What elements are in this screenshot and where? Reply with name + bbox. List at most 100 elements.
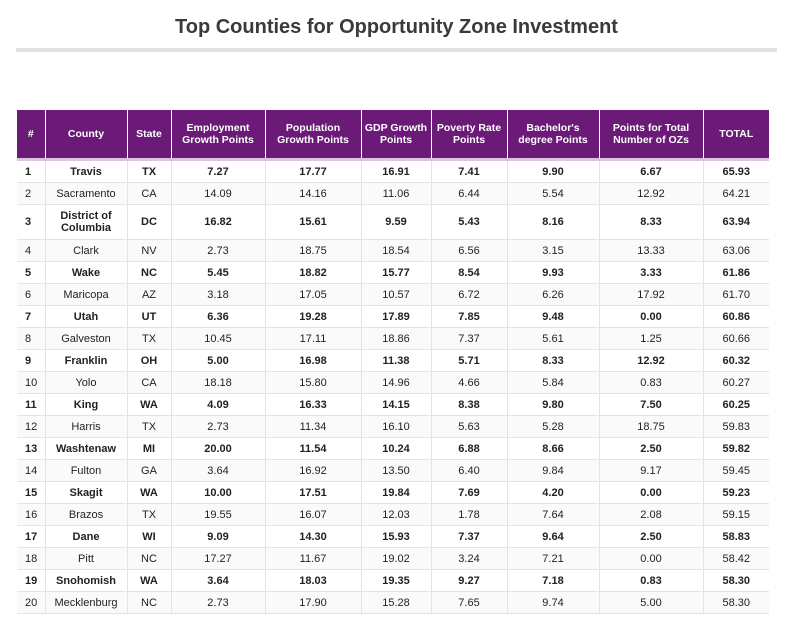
table-cell: 11.06 xyxy=(361,182,432,205)
table-cell: WI xyxy=(127,525,172,548)
table-cell: TX xyxy=(127,159,172,183)
table-cell: Galveston xyxy=(45,327,128,350)
table-row: 16 Brazos TX 19.55 16.07 12.03 1.78 7.64 2.08 59.… xyxy=(17,503,769,526)
table-cell: 8.54 xyxy=(431,261,508,284)
table-row: 8 Galveston TX 10.45 17.11 18.86 7.37 5.61 1.25 6… xyxy=(17,327,769,350)
table-cell: 20.00 xyxy=(171,437,266,460)
table-cell: 13.33 xyxy=(599,239,704,262)
table-cell: 9.84 xyxy=(507,459,600,482)
table-cell: 8.66 xyxy=(507,437,600,460)
table-cell: 60.27 xyxy=(703,371,769,394)
table-cell: 5.71 xyxy=(431,349,508,372)
table-cell: Dane xyxy=(45,525,128,548)
table-cell: 58.30 xyxy=(703,569,769,592)
table-cell: 15.77 xyxy=(361,261,432,284)
table-cell: DC xyxy=(127,204,172,240)
table-cell: 5.63 xyxy=(431,415,508,438)
table-cell: 63.06 xyxy=(703,239,769,262)
table-body: 1 Travis TX 7.27 17.77 16.91 7.41 9.90 6.67 65.93… xyxy=(17,159,769,614)
table-cell: 61.70 xyxy=(703,283,769,306)
table-cell: Maricopa xyxy=(45,283,128,306)
table-row: 3 District of Columbia DC 16.82 15.61 9.59 5.4… xyxy=(17,204,769,240)
table-cell: 6.40 xyxy=(431,459,508,482)
table-row: 7 Utah UT 6.36 19.28 17.89 7.85 9.48 0.00 60.86 xyxy=(17,305,769,328)
table-cell: CA xyxy=(127,371,172,394)
table-cell: 5.00 xyxy=(599,591,704,614)
table-cell: 59.23 xyxy=(703,481,769,504)
table-cell: 7.18 xyxy=(507,569,600,592)
table-cell: 0.83 xyxy=(599,569,704,592)
column-header: Employment Growth Points xyxy=(171,110,266,161)
table-cell: 3.15 xyxy=(507,239,600,262)
table-cell: Skagit xyxy=(45,481,128,504)
table-cell: 10.57 xyxy=(361,283,432,306)
table-cell: 19.02 xyxy=(361,547,432,570)
title-divider xyxy=(16,48,777,52)
table-cell: 65.93 xyxy=(703,159,769,183)
table-cell: TX xyxy=(127,415,172,438)
table-cell: 7.50 xyxy=(599,393,704,416)
table-cell: 1.25 xyxy=(599,327,704,350)
table-cell: 7 xyxy=(17,305,46,328)
table-cell: UT xyxy=(127,305,172,328)
table-row: 20 Mecklenburg NC 2.73 17.90 15.28 7.65 9.74 5.0… xyxy=(17,591,769,614)
table-cell: 3.64 xyxy=(171,569,266,592)
table-cell: Utah xyxy=(45,305,128,328)
table-cell: CA xyxy=(127,182,172,205)
table-cell: 3.24 xyxy=(431,547,508,570)
table-cell: 6 xyxy=(17,283,46,306)
table-cell: 2.73 xyxy=(171,591,266,614)
table-cell: 5.00 xyxy=(171,349,266,372)
table-cell: 9.74 xyxy=(507,591,600,614)
column-header: Poverty Rate Points xyxy=(431,110,508,161)
column-header: Points for Total Number of OZs xyxy=(599,110,704,161)
table-cell: NV xyxy=(127,239,172,262)
table-cell: 11 xyxy=(17,393,46,416)
table-cell: 9.17 xyxy=(599,459,704,482)
table-cell: WA xyxy=(127,569,172,592)
table-cell: 19 xyxy=(17,569,46,592)
table-cell: 61.86 xyxy=(703,261,769,284)
table-cell: 15.93 xyxy=(361,525,432,548)
table-cell: 59.82 xyxy=(703,437,769,460)
table-cell: 14.15 xyxy=(361,393,432,416)
table-row: 19 Snohomish WA 3.64 18.03 19.35 9.27 7.18 0.83 5… xyxy=(17,569,769,592)
table-cell: 10 xyxy=(17,371,46,394)
column-header: Population Growth Points xyxy=(265,110,362,161)
table-cell: 13 xyxy=(17,437,46,460)
table-cell: 11.67 xyxy=(265,547,362,570)
table-cell: 4 xyxy=(17,239,46,262)
table-cell: 13.50 xyxy=(361,459,432,482)
table-cell: King xyxy=(45,393,128,416)
table-cell: 6.72 xyxy=(431,283,508,306)
table-cell: 9.48 xyxy=(507,305,600,328)
table-cell: 9.93 xyxy=(507,261,600,284)
table-cell: 17.90 xyxy=(265,591,362,614)
table-cell: 8 xyxy=(17,327,46,350)
table-cell: 5.43 xyxy=(431,204,508,240)
table-cell: 7.37 xyxy=(431,525,508,548)
table-cell: NC xyxy=(127,591,172,614)
table-cell: 6.56 xyxy=(431,239,508,262)
table-cell: 8.33 xyxy=(599,204,704,240)
table-cell: 5 xyxy=(17,261,46,284)
table-cell: 59.15 xyxy=(703,503,769,526)
table-cell: 18.75 xyxy=(265,239,362,262)
table-row: 2 Sacramento CA 14.09 14.16 11.06 6.44 5.54 12.9… xyxy=(17,182,769,205)
table-cell: 1 xyxy=(17,159,46,183)
table-cell: 10.45 xyxy=(171,327,266,350)
table-row: 6 Maricopa AZ 3.18 17.05 10.57 6.72 6.26 17.92 61… xyxy=(17,283,769,306)
table-cell: 16.98 xyxy=(265,349,362,372)
table-cell: 59.45 xyxy=(703,459,769,482)
table-cell: 10.24 xyxy=(361,437,432,460)
table-cell: 9.90 xyxy=(507,159,600,183)
table-cell: 19.84 xyxy=(361,481,432,504)
table-row: 4 Clark NV 2.73 18.75 18.54 6.56 3.15 13.33 63.06 xyxy=(17,239,769,262)
table-row: 1 Travis TX 7.27 17.77 16.91 7.41 9.90 6.67 65.93 xyxy=(17,159,769,183)
table-cell: Fulton xyxy=(45,459,128,482)
table-cell: 2.73 xyxy=(171,239,266,262)
table-cell: 14.16 xyxy=(265,182,362,205)
table-cell: 2.73 xyxy=(171,415,266,438)
table-cell: 12.92 xyxy=(599,182,704,205)
table-cell: 60.66 xyxy=(703,327,769,350)
